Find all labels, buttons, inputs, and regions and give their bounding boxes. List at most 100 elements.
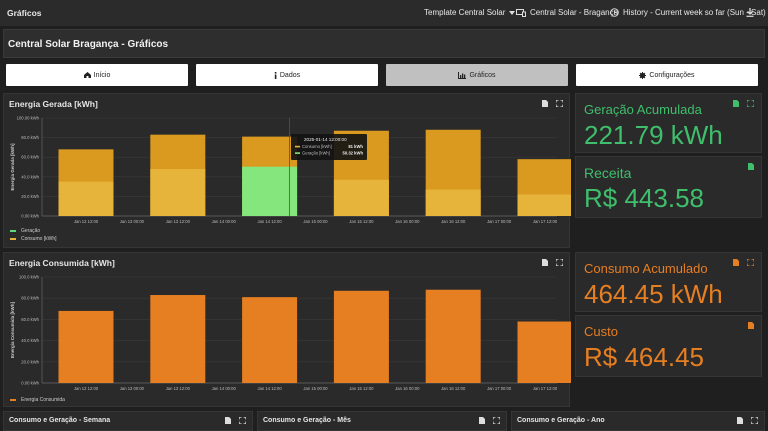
x-tick-label: Jan 17 00:00 — [487, 219, 512, 224]
export-csv-icon[interactable] — [542, 100, 548, 107]
chart-legend: Energia Consumida — [10, 396, 65, 404]
legend-item[interactable]: Geração — [10, 227, 57, 235]
y-tick-label: 40.0 kWh — [21, 338, 39, 343]
dashboard-header: Central Solar Bragança - Gráficos — [3, 29, 765, 58]
panel-title: Energia Consumida [kWh] — [9, 258, 115, 268]
energy-generated-panel: Energia Gerada [kWh] 0.00 kWh 20.0 kWh 40.… — [3, 93, 571, 248]
fullscreen-icon[interactable] — [493, 417, 500, 424]
revenue-stat-panel: Receita R$ 443.58 — [575, 156, 762, 218]
tooltip-date: 2025-01-14 12:00:00 — [304, 137, 347, 142]
x-tick-label: Jan 12 12:00 — [74, 386, 99, 391]
x-tick-label: Jan 15 00:00 — [303, 386, 328, 391]
export-csv-icon[interactable] — [733, 259, 739, 266]
page-title: Gráficos — [7, 8, 42, 18]
export-csv-icon[interactable] — [479, 417, 485, 424]
clock-icon — [610, 8, 619, 17]
device-select-label: Central Solar - Bragança — [530, 8, 619, 17]
energy-generated-chart[interactable]: 0.00 kWh 20.0 kWh 40.0 kWh 60.0 kWh 80.0 kWh… — [4, 108, 571, 243]
generation-bar — [333, 179, 389, 216]
legend-item[interactable]: Consumo [kWh] — [10, 235, 57, 243]
energy-consumed-chart[interactable]: 0.00 kWh 20.0 kWh 40.0 kWh 60.0 kWh 80.0 kWh… — [4, 267, 571, 402]
export-csv-icon[interactable] — [737, 417, 743, 424]
y-axis-label: Energia Gerada [kWh] — [10, 143, 15, 191]
tooltip-value: 81 kWh — [348, 144, 363, 149]
generation-bar — [517, 194, 571, 216]
export-csv-icon[interactable] — [748, 163, 754, 170]
fullscreen-icon[interactable] — [751, 417, 758, 424]
x-tick-label: Jan 13 12:00 — [166, 386, 191, 391]
x-tick-label: Jan 15 12:00 — [349, 219, 374, 224]
nav-button-configuracoes[interactable]: Configurações — [576, 64, 758, 86]
download-button[interactable] — [746, 8, 754, 17]
x-tick-label: Jan 17 12:00 — [533, 386, 558, 391]
x-tick-label: Jan 14 12:00 — [257, 386, 282, 391]
weekly-panel: Consumo e Geração - Semana — [3, 411, 253, 431]
nav-label: Configurações — [649, 71, 695, 79]
x-tick-label: Jan 13 00:00 — [120, 386, 145, 391]
nav-button-graficos[interactable]: Gráficos — [386, 64, 568, 86]
energy-consumed-panel: Energia Consumida [kWh] 0.00 kWh 20.0 kWh… — [3, 252, 571, 407]
gear-icon — [639, 71, 647, 79]
dashboard-title: Central Solar Bragança - Gráficos — [8, 39, 169, 50]
tooltip-box — [291, 134, 367, 160]
fullscreen-icon[interactable] — [747, 259, 754, 266]
export-csv-icon[interactable] — [225, 417, 231, 424]
consumption-bar — [517, 321, 571, 383]
cost-stat-value: R$ 464.45 — [584, 342, 704, 372]
chevron-down-icon — [509, 10, 516, 15]
tooltip-swatch — [295, 152, 300, 154]
consumption-stat-label: Consumo Acumulado — [584, 261, 708, 276]
consumption-stat-value: 464.45 kWh — [584, 279, 723, 309]
generation-bar — [150, 168, 206, 216]
legend-swatch — [10, 399, 16, 401]
x-tick-label: Jan 17 00:00 — [487, 386, 512, 391]
revenue-stat-value: R$ 443.58 — [584, 183, 704, 213]
x-tick-label: Jan 14 00:00 — [212, 219, 237, 224]
x-tick-label: Jan 13 12:00 — [166, 219, 191, 224]
device-select[interactable]: Central Solar - Bragança — [516, 8, 618, 17]
tooltip-label: Geração [kWh] — [302, 151, 330, 156]
generation-stat-label: Geração Acumulada — [584, 102, 702, 117]
y-tick-label: 100.0 kWh — [19, 275, 40, 280]
panel-title: Consumo e Geração - Ano — [517, 417, 605, 424]
tooltip-value: 50.32 kWh — [343, 151, 364, 156]
nav-button-dados[interactable]: Dados — [196, 64, 378, 86]
legend-item[interactable]: Energia Consumida — [10, 396, 65, 404]
y-tick-label: 20.0 kWh — [21, 194, 39, 199]
yearly-panel: Consumo e Geração - Ano — [511, 411, 765, 431]
consumption-bar — [150, 295, 206, 383]
tooltip-swatch — [295, 145, 300, 148]
fullscreen-icon[interactable] — [239, 417, 246, 424]
export-csv-icon[interactable] — [733, 100, 739, 107]
nav-label: Gráficos — [469, 71, 496, 79]
nav-button-inicio[interactable]: Início — [6, 64, 188, 86]
home-icon — [83, 72, 91, 78]
top-bar: Gráficos Template Central Solar Central … — [0, 0, 768, 26]
x-tick-label: Jan 12 12:00 — [74, 219, 99, 224]
info-icon — [274, 71, 277, 79]
legend-label: Energia Consumida — [21, 397, 65, 403]
fullscreen-icon[interactable] — [747, 100, 754, 107]
panel-title: Energia Gerada [kWh] — [9, 99, 98, 109]
y-tick-label: 20.0 kWh — [21, 359, 39, 364]
x-tick-label: Jan 16 12:00 — [441, 386, 466, 391]
fullscreen-icon[interactable] — [556, 100, 563, 107]
panel-title: Consumo e Geração - Mês — [263, 417, 351, 424]
x-tick-label: Jan 15 12:00 — [349, 386, 374, 391]
export-csv-icon[interactable] — [542, 259, 548, 266]
cost-stat-panel: Custo R$ 464.45 — [575, 315, 762, 377]
legend-label: Geração — [21, 228, 41, 234]
legend-swatch — [10, 238, 16, 240]
generation-bar — [425, 189, 481, 216]
template-select-label: Template Central Solar — [424, 8, 506, 17]
template-select[interactable]: Template Central Solar — [424, 8, 516, 17]
y-tick-label: 0.00 kWh — [21, 381, 39, 386]
export-csv-icon[interactable] — [748, 322, 754, 329]
y-tick-label: 80.0 kWh — [21, 135, 39, 140]
panel-title: Consumo e Geração - Semana — [9, 417, 111, 424]
nav-label: Início — [93, 71, 111, 79]
y-tick-label: 0.00 kWh — [21, 214, 39, 219]
x-tick-label: Jan 15 00:00 — [303, 219, 328, 224]
time-range-select[interactable]: History - Current week so far (Sun - Sat… — [610, 8, 766, 17]
fullscreen-icon[interactable] — [556, 259, 563, 266]
